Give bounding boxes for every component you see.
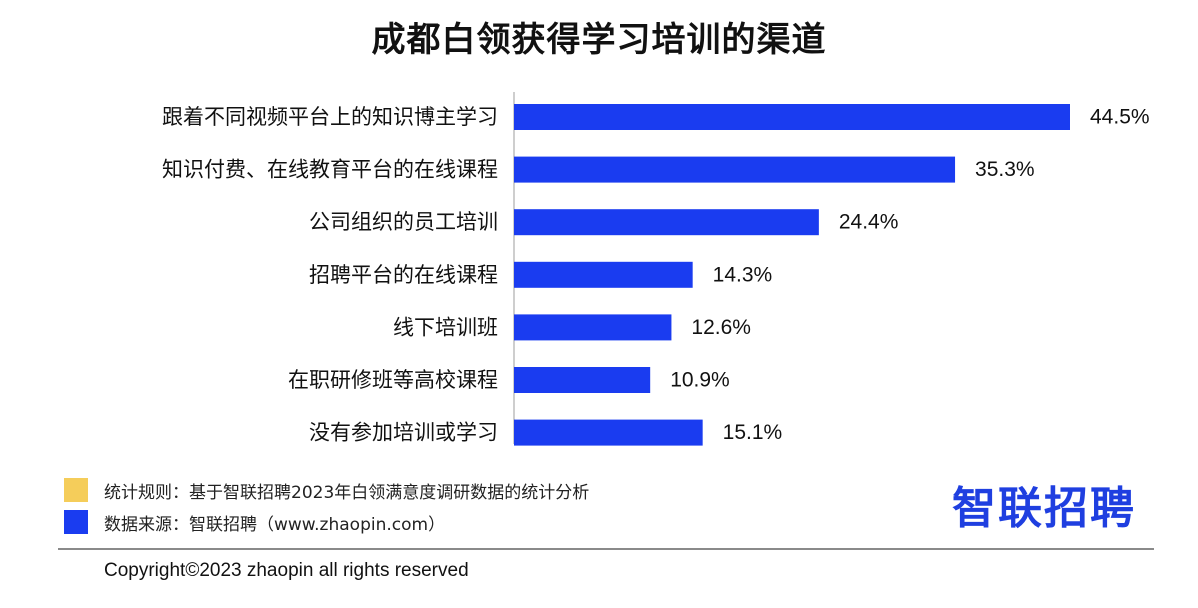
bar-chart: 跟着不同视频平台上的知识博主学习 44.5% 知识付费、在线教育平台的在线课程 35.… — [162, 92, 1150, 446]
bar — [514, 209, 819, 236]
copyright-text: Copyright©2023 zhaopin all rights reserv… — [104, 560, 469, 581]
source-swatch — [64, 510, 88, 534]
zhaopin-logo: 智联招聘 — [952, 483, 1136, 534]
category-label: 招聘平台的在线课程 — [309, 263, 498, 287]
value-label: 12.6% — [691, 316, 751, 339]
bar — [514, 104, 1070, 130]
statistics-rule-text: 统计规则：基于智联招聘2023年白领满意度调研数据的统计分析 — [104, 482, 590, 503]
bar — [514, 367, 651, 393]
bar — [514, 156, 956, 183]
bar — [514, 314, 672, 341]
category-label: 在职研修班等高校课程 — [288, 368, 498, 392]
value-label: 24.4% — [839, 211, 899, 234]
data-source-text: 数据来源：智联招聘（www.zhaopin.com） — [104, 514, 446, 535]
value-label: 35.3% — [975, 158, 1035, 181]
category-label: 线下培训班 — [393, 315, 498, 339]
chart-title: 成都白领获得学习培训的渠道 — [371, 20, 827, 60]
value-label: 10.9% — [670, 369, 730, 392]
category-label: 跟着不同视频平台上的知识博主学习 — [162, 105, 498, 129]
footer-divider — [58, 548, 1154, 550]
category-label: 公司组织的员工培训 — [309, 210, 498, 234]
data-source-note: 数据来源：智联招聘（www.zhaopin.com） — [64, 510, 446, 535]
bar — [514, 419, 703, 446]
value-label: 14.3% — [713, 263, 773, 286]
category-label: 没有参加培训或学习 — [309, 421, 498, 445]
category-label: 知识付费、在线教育平台的在线课程 — [162, 158, 498, 182]
value-label: 15.1% — [723, 421, 783, 444]
bar — [514, 261, 693, 288]
value-label: 44.5% — [1090, 106, 1150, 129]
rule-swatch — [64, 478, 88, 502]
statistics-rule-note: 统计规则：基于智联招聘2023年白领满意度调研数据的统计分析 — [64, 478, 590, 503]
